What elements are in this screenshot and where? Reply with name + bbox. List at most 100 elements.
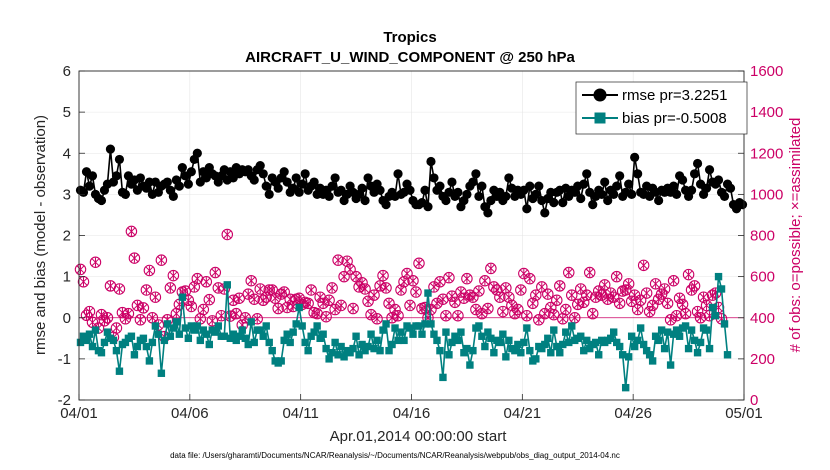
possible-obs-marker [359,283,371,295]
possible-obs-marker [440,309,452,322]
bias-point [544,334,552,343]
possible-obs-marker [125,225,138,238]
possible-obs-marker [401,267,413,280]
possible-obs-marker [317,297,329,310]
bias-point [193,322,202,330]
possible-obs-marker [679,307,692,320]
bias-point [675,332,684,340]
bias-point [532,355,540,363]
rmse-point [393,169,403,179]
possible-obs-marker [245,274,257,287]
possible-obs-marker [649,278,662,290]
legend-rmse-label: rmse pr=3.2251 [622,87,727,104]
possible-obs-marker [491,284,503,296]
rmse-point [261,181,271,191]
bias-point [660,344,669,353]
bias-point [139,334,148,343]
possible-obs-marker [410,286,422,298]
y-tick-label-right: 0 [750,392,758,409]
possible-obs-marker [155,254,168,266]
legend: rmse pr=3.2251 bias pr=-0.5008 [575,81,748,135]
bias-point [586,344,594,353]
possible-obs-marker [485,262,497,275]
rmse-point [114,154,125,165]
bias-point [196,336,205,345]
bias-point [556,349,564,357]
bias-point [481,342,489,351]
possible-obs-marker [470,303,482,316]
bias-point [382,320,390,328]
possible-obs-marker [80,309,93,322]
bias-point [687,326,696,334]
rmse-point [719,191,730,202]
bias-point [211,328,219,336]
bias-point [160,336,169,345]
bias-point [337,342,345,351]
rmse-point [597,189,607,199]
x-tick-label: 04/26 [614,405,652,422]
bias-point [454,336,462,345]
bias-point [496,338,504,347]
bias-point [121,338,130,347]
bias-point [714,272,723,281]
bias-point [97,349,106,357]
possible-obs-marker [110,322,123,334]
bias-point [442,328,450,336]
bias-point [523,324,531,332]
bias-point [316,334,324,343]
rmse-point [672,189,682,199]
bias-point [313,322,321,330]
possible-obs-marker [167,269,180,282]
bias-point [163,320,172,328]
bias-point [624,353,633,361]
y-tick-label-left: 4 [63,145,71,162]
possible-obs-marker [574,283,587,295]
rmse-point [405,185,415,195]
bias-point [112,346,121,355]
bias-point [642,346,651,355]
bias-point [565,338,573,347]
possible-obs-marker [131,299,144,312]
possible-obs-marker [488,281,500,293]
rmse-point [701,183,712,193]
bias-point [711,311,720,320]
bias-point [693,349,702,357]
rmse-point [504,173,514,183]
bias-point [592,338,600,347]
bias-point [277,357,285,365]
bias-point [256,326,264,334]
possible-obs-marker [634,294,647,307]
possible-obs-marker [239,311,252,324]
bias-point [289,328,297,336]
bias-point [705,344,714,353]
rmse-point [192,148,202,158]
bias-point [349,344,357,353]
y-tick-label-left: 1 [63,269,71,286]
bias-point [499,330,507,338]
possible-obs-marker [254,283,266,295]
bias-point [466,361,474,369]
bias-point [505,336,513,345]
possible-obs-marker [667,274,680,287]
possible-obs-marker [83,305,96,318]
possible-obs-marker [521,309,533,322]
bias-point [280,336,288,345]
bias-point [76,338,85,347]
possible-obs-marker [658,283,671,295]
bias-point [720,320,729,328]
bias-point [550,326,558,334]
bias-point [226,334,234,343]
possible-obs-marker [371,313,383,325]
bias-point [717,285,726,293]
bias-point [88,342,97,351]
bias-point [397,328,405,336]
rmse-point [168,191,178,202]
bias-point [151,322,160,330]
possible-obs-marker [335,299,347,312]
bias-point [388,340,396,349]
bias-point [583,336,591,345]
y-axis-label-left: rmse and bias (model - observation) [32,115,49,355]
rmse-point [474,191,484,202]
rmse-point [291,173,301,183]
bias-point [684,344,693,353]
